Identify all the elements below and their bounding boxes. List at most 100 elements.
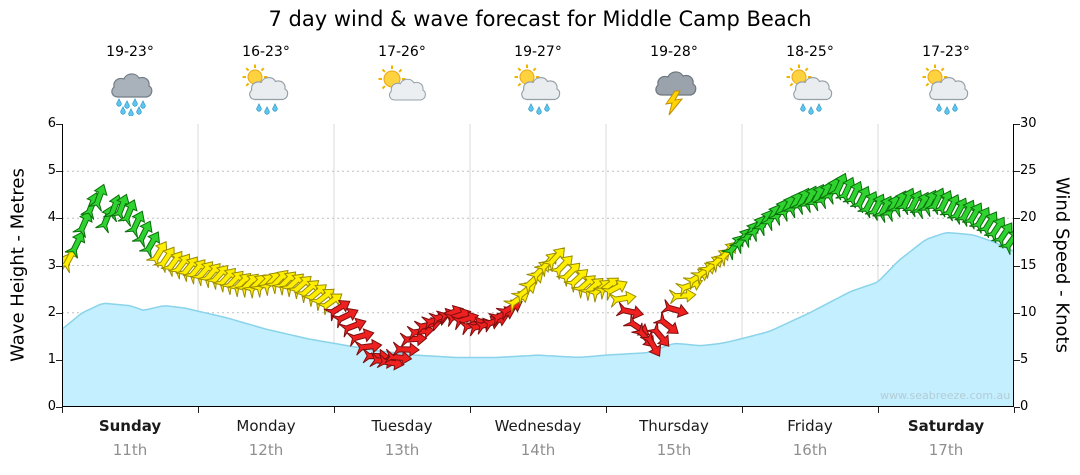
wind-axis-tick: 5 [1020,352,1029,367]
wind-arrow [939,194,961,222]
wind-arrow [323,300,351,322]
cloud-icon [111,73,153,98]
raindrop-icon [140,100,146,109]
raindrop-icon [528,103,534,112]
wind-arrow [316,293,343,316]
wind-arrow [205,264,229,290]
chart-title: 7 day wind & wave forecast for Middle Ca… [268,7,812,31]
plot-area [49,124,1021,407]
wind-arrow [117,199,138,227]
day-date-friday: 16th [792,441,828,459]
wind-arrow [954,199,976,227]
wind-axis-tick: 30 [1020,116,1037,131]
wind-arrow [64,231,86,259]
wind-arrow [947,197,968,225]
wave-area-series [62,232,1014,407]
tick-mark [1014,407,1020,408]
wind-arrow [660,299,689,318]
wave-axis-tick: 6 [47,116,56,131]
cloud-icon [793,77,833,101]
wind-arrow [924,187,946,216]
wind-arrow [212,267,237,293]
wind-arrow [72,210,93,239]
tick-mark [1014,407,1015,413]
raindrop-icon [544,103,550,112]
day-date-saturday: 17th [928,441,964,459]
tick-mark [470,407,471,413]
day-name-wednesday: Wednesday [494,417,582,435]
weather-icon-rain [111,73,153,116]
wind-axis-tick: 0 [1020,399,1029,414]
day-name-thursday: Thursday [639,417,709,435]
wave-axis-tick: 4 [47,210,56,225]
cloud-icon [388,78,426,101]
temp-range-friday: 18-25° [786,44,834,60]
tick-mark [878,407,879,413]
raindrop-icon [132,98,138,107]
day-date-thursday: 15th [656,441,692,459]
wind-arrow [608,290,637,308]
temp-range-thursday: 19-28° [650,44,698,60]
raindrop-icon [536,106,542,115]
cloud-icon [249,77,289,101]
cloud-icon [929,77,969,101]
wave-axis-tick: 5 [47,163,56,178]
wind-arrow [286,275,312,300]
temp-range-monday: 16-23° [242,44,290,60]
weather-icon-sun-cloud-rain [922,64,969,115]
wind-arrow [646,321,670,347]
wave-axis-tick: 1 [47,352,56,367]
tick-mark [56,124,62,125]
wind-arrow [56,245,78,274]
wind-arrow [354,338,383,356]
raindrop-icon [256,103,262,112]
wind-arrow [301,284,327,307]
wind-arrow [894,187,916,216]
wind-arrow [556,262,581,287]
wind-arrow [615,301,645,320]
tick-mark [1014,124,1020,125]
raindrop-icon [116,98,122,107]
weather-icon-sun-cloud [378,65,426,101]
wave-axis-tick: 0 [47,399,56,414]
day-name-monday: Monday [236,417,296,435]
raindrop-icon [264,106,270,115]
raindrop-icon [808,106,814,115]
tick-mark [62,407,63,413]
wind-arrow [451,311,480,331]
temp-range-saturday: 17-23° [922,44,970,60]
wind-axis-tick: 10 [1020,305,1037,320]
tick-mark [1014,313,1020,314]
tick-mark [1014,360,1020,361]
raindrop-icon [136,106,142,115]
wind-arrow [392,341,420,358]
wind-arrow [902,189,923,218]
wind-arrow [309,288,335,311]
raindrop-icon [816,103,822,112]
forecast-chart-canvas [49,124,1021,407]
raindrop-icon [124,100,130,109]
wind-arrow [640,330,662,357]
wind-arrow [294,280,320,304]
day-date-wednesday: 14th [520,441,556,459]
weather-icon-storm [655,71,697,116]
tick-mark [606,407,607,413]
wind-arrow [139,231,161,259]
wind-arrow [668,287,697,305]
tick-mark [742,407,743,413]
cloud-icon [521,77,561,101]
wind-arrow [168,253,191,280]
day-date-monday: 12th [248,441,284,459]
weather-icon-sun-cloud-rain [786,64,833,115]
raindrop-icon [272,103,278,112]
day-name-saturday: Saturday [907,417,985,435]
wave-axis-tick: 2 [47,305,56,320]
wind-arrow [864,193,886,221]
wind-arrow [331,307,359,329]
wind-arrow [384,348,413,366]
wind-arrow [153,246,175,273]
weather-icon-sun-cloud-rain [242,64,289,115]
day-date-tuesday: 13th [384,441,420,459]
wind-axis-title: Wind Speed - Knots [1051,177,1073,353]
